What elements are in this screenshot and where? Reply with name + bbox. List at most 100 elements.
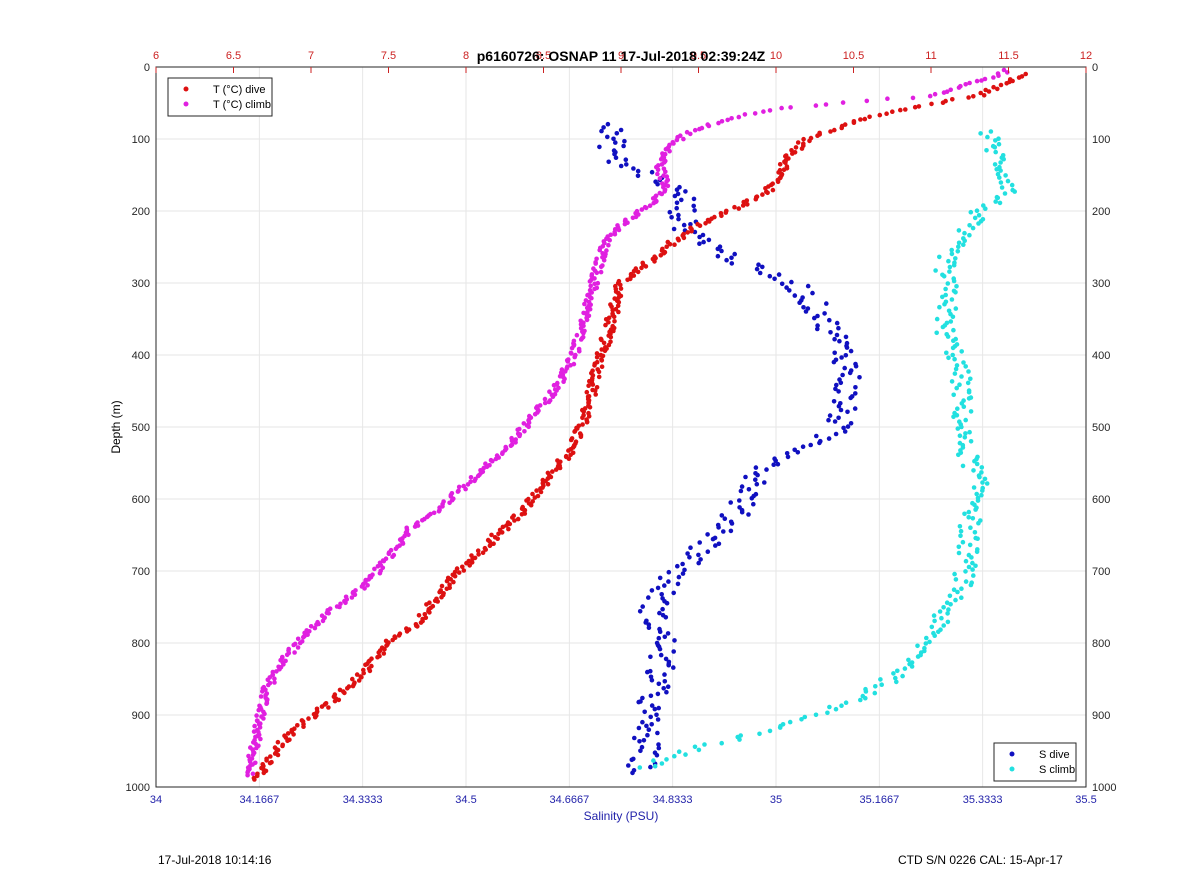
point-s-dive [656, 681, 662, 687]
point-s-climb [963, 364, 968, 369]
point-s-dive [706, 237, 712, 243]
point-t-c-dive [460, 564, 465, 570]
point-s-dive [671, 649, 676, 654]
point-t-c-dive [664, 244, 669, 249]
point-t-c-dive [580, 415, 585, 421]
point-s-climb [878, 677, 883, 682]
point-s-climb [946, 355, 951, 361]
point-t-c-dive [530, 499, 535, 504]
point-t-c-climb [823, 102, 829, 107]
point-s-dive [664, 689, 669, 695]
point-s-dive [635, 168, 641, 174]
point-s-dive [669, 215, 674, 220]
point-t-c-dive [741, 199, 746, 205]
point-t-c-dive [606, 320, 611, 325]
x-top-tick-label: 9.5 [691, 50, 706, 62]
point-t-c-dive [404, 629, 410, 634]
point-s-climb [966, 509, 972, 515]
point-t-c-dive [594, 354, 600, 360]
point-s-climb [951, 392, 956, 398]
point-t-c-climb [326, 611, 332, 616]
point-t-c-dive [534, 488, 539, 493]
point-s-dive [626, 763, 631, 768]
point-t-c-dive [635, 269, 641, 275]
series-s-dive [597, 121, 862, 776]
point-t-c-dive [254, 773, 260, 779]
point-s-dive [732, 251, 737, 257]
point-s-dive [834, 332, 840, 338]
point-t-c-climb [337, 604, 342, 610]
point-s-climb [966, 564, 972, 570]
point-t-c-climb [307, 629, 312, 634]
point-s-dive [618, 127, 624, 133]
point-s-dive [831, 359, 837, 365]
point-t-c-climb [948, 87, 953, 93]
point-t-c-climb [550, 394, 556, 400]
point-s-climb [858, 697, 863, 703]
point-t-c-climb [256, 707, 262, 713]
point-t-c-dive [427, 610, 432, 615]
point-t-c-climb [258, 736, 263, 742]
y-tick-label-left: 600 [132, 494, 150, 506]
point-s-dive [636, 725, 642, 731]
point-s-climb [984, 148, 989, 153]
point-s-dive [662, 583, 667, 588]
point-t-c-climb [597, 247, 602, 253]
point-t-c-climb [716, 120, 721, 126]
point-s-dive [797, 300, 802, 306]
point-t-c-dive [475, 548, 481, 553]
point-s-climb [967, 232, 972, 238]
point-s-climb [971, 485, 977, 490]
point-s-dive [648, 693, 654, 699]
point-s-dive [754, 266, 760, 272]
point-t-c-climb [481, 465, 487, 471]
point-s-climb [980, 488, 985, 493]
point-t-c-dive [480, 550, 486, 555]
point-s-climb [957, 524, 963, 529]
point-t-c-dive [390, 637, 396, 643]
point-t-c-dive [832, 127, 837, 133]
point-s-climb [954, 363, 960, 368]
point-t-c-dive [703, 221, 708, 226]
point-t-c-dive [454, 566, 460, 571]
point-t-c-dive [538, 486, 543, 491]
point-t-c-dive [611, 328, 616, 334]
point-t-c-dive [971, 94, 976, 99]
point-t-c-dive [422, 612, 428, 617]
y-tick-label-right: 800 [1092, 638, 1110, 650]
point-s-climb [924, 635, 929, 641]
point-s-climb [931, 613, 937, 618]
point-t-c-climb [254, 745, 259, 751]
point-s-dive [729, 521, 735, 526]
point-s-dive [716, 541, 722, 547]
point-s-climb [833, 706, 839, 712]
point-t-c-dive [381, 651, 387, 656]
point-s-dive [800, 444, 806, 450]
point-s-dive [833, 386, 838, 392]
point-s-dive [657, 575, 663, 581]
point-t-c-climb [272, 676, 277, 681]
point-s-dive [612, 151, 617, 157]
point-s-dive [834, 320, 840, 326]
point-s-dive [665, 684, 671, 689]
point-s-dive [755, 472, 760, 478]
point-t-c-dive [376, 650, 382, 655]
point-t-c-dive [384, 643, 389, 648]
point-s-climb [941, 605, 946, 610]
point-s-dive [847, 370, 853, 376]
point-s-dive [662, 679, 668, 684]
point-t-c-climb [349, 595, 355, 600]
point-s-climb [971, 468, 976, 473]
point-t-c-climb [657, 176, 663, 181]
point-s-dive [618, 163, 624, 169]
point-s-climb [950, 314, 956, 320]
point-t-c-dive [611, 314, 617, 320]
point-s-climb [966, 369, 971, 374]
point-s-dive [655, 717, 661, 722]
point-s-climb [974, 208, 980, 213]
point-s-climb [975, 498, 981, 503]
y-tick-label-right: 0 [1092, 62, 1098, 74]
point-s-climb [994, 167, 999, 172]
point-s-climb [937, 254, 942, 260]
point-t-c-dive [312, 714, 318, 720]
